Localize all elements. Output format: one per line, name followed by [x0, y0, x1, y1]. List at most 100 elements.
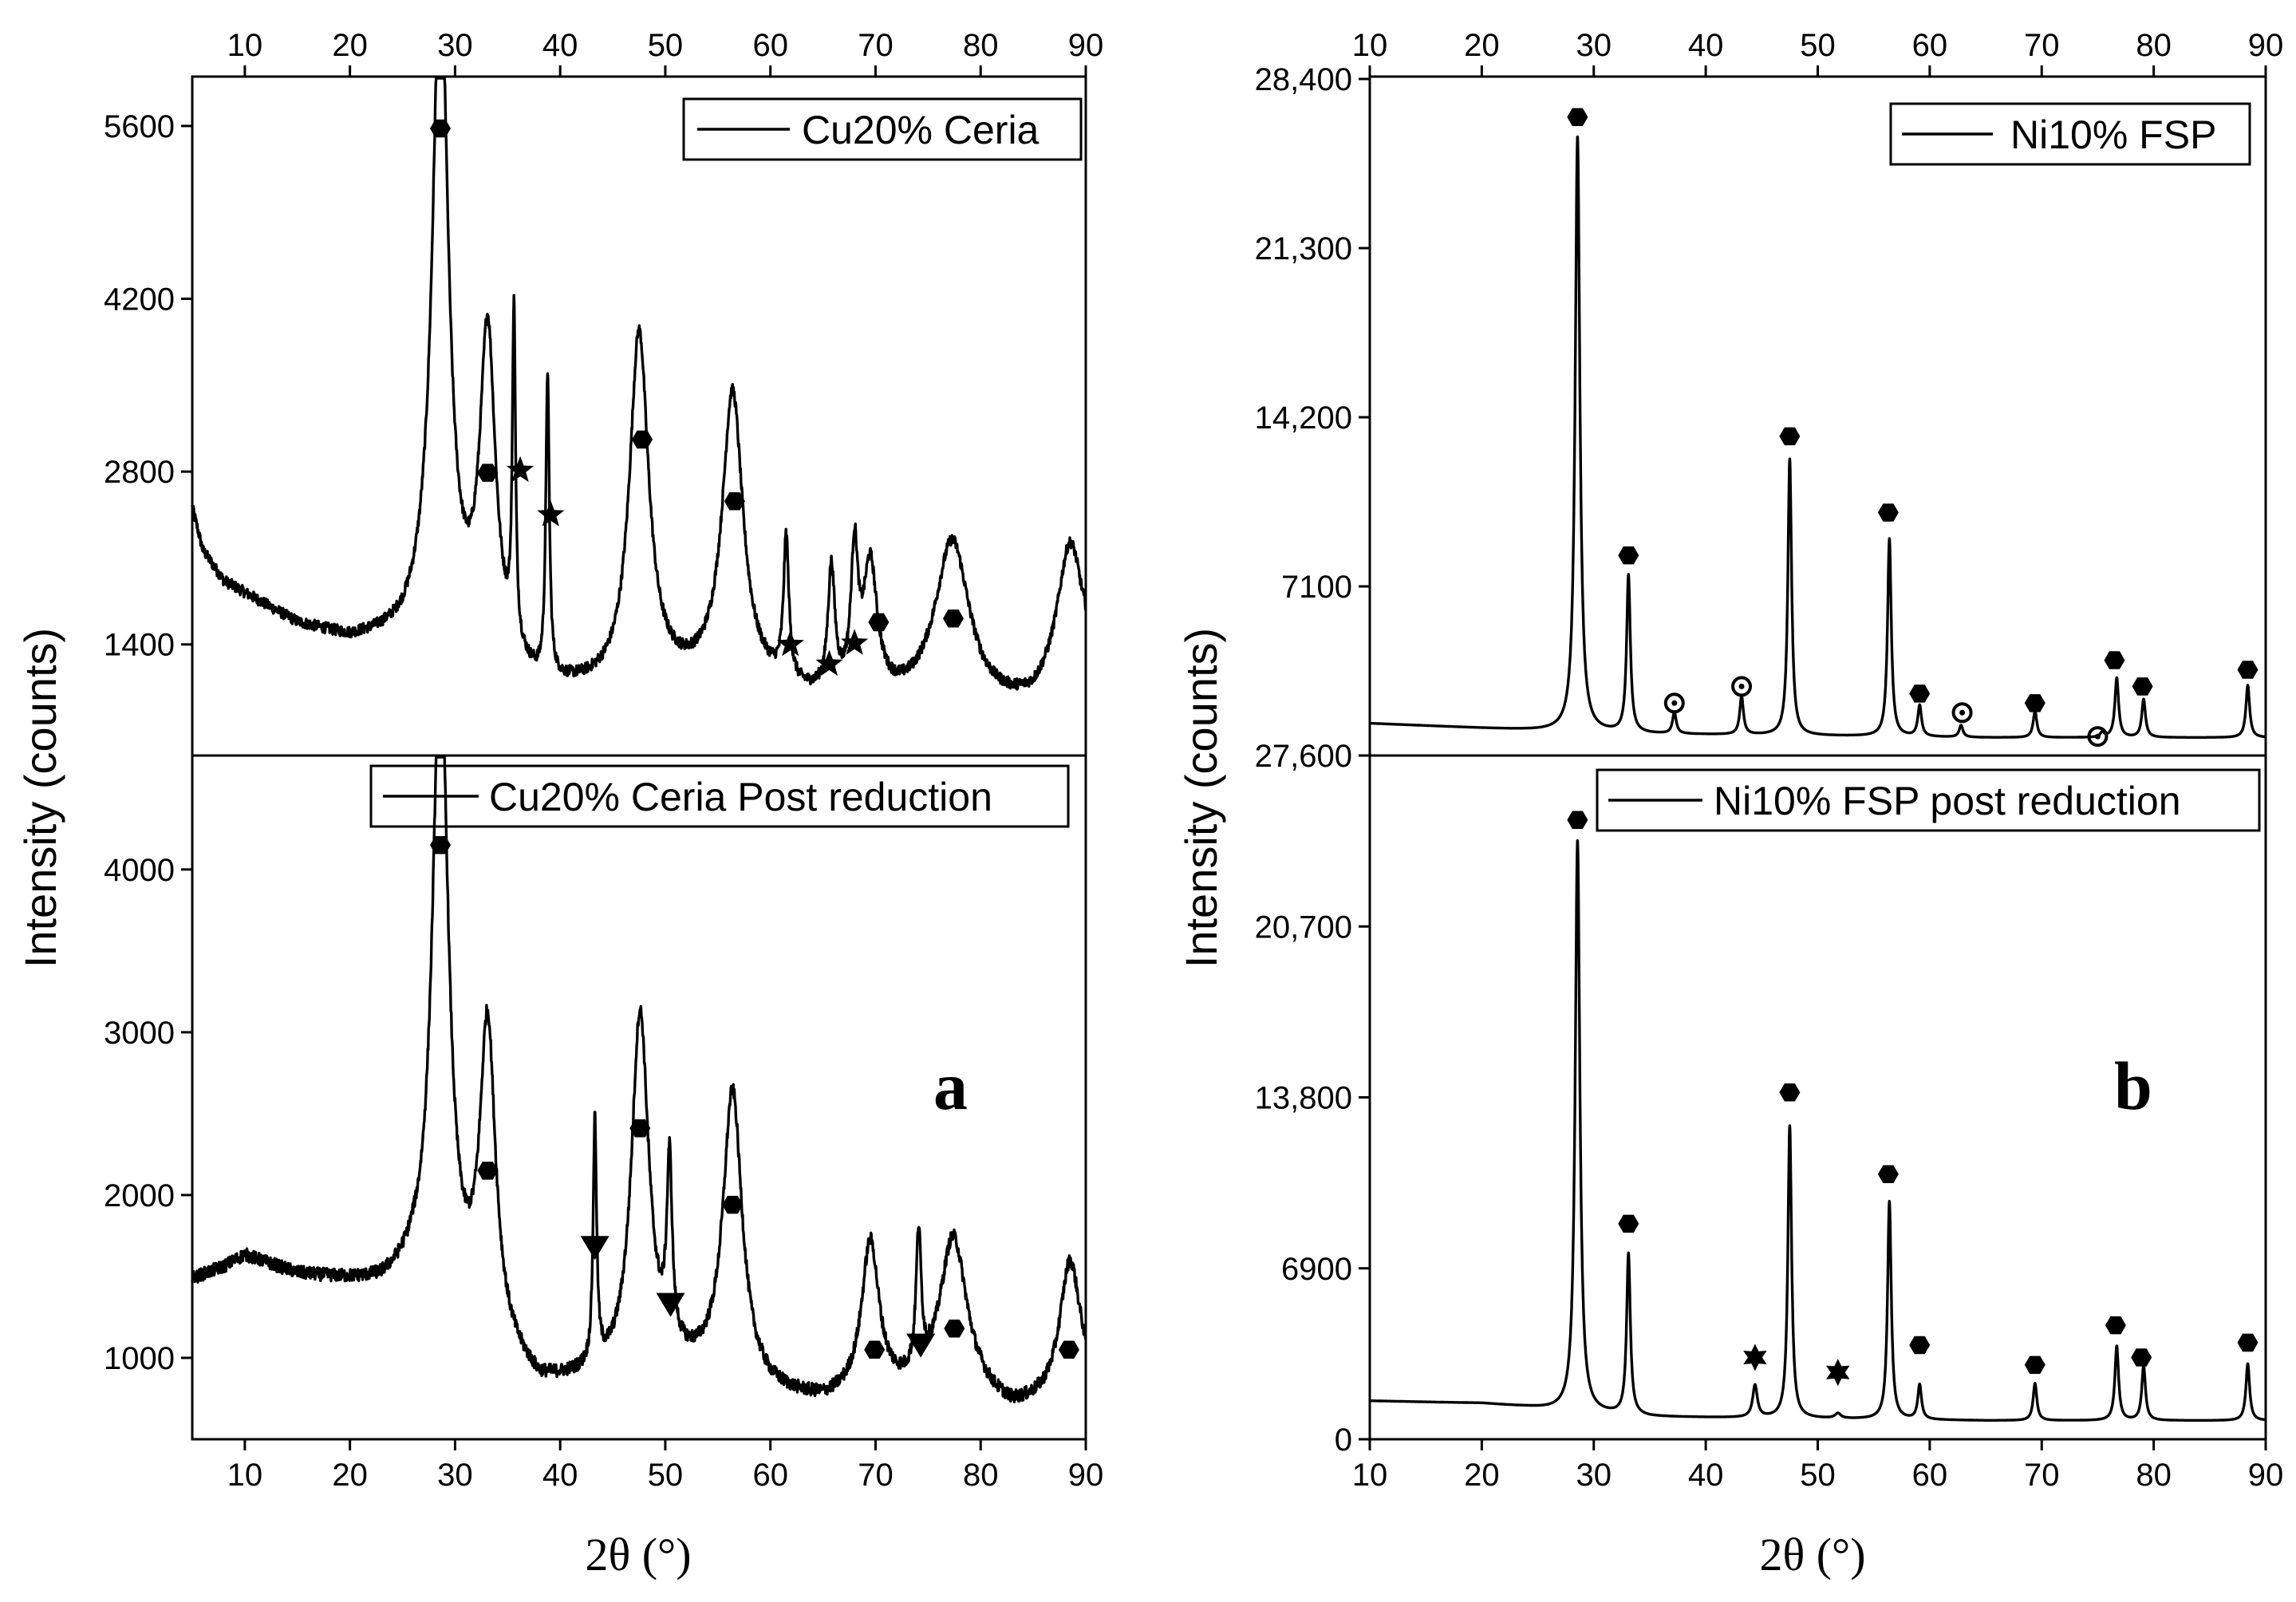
x-tick-label-top: 90	[1068, 28, 1104, 63]
x-tick-label: 40	[1688, 1458, 1724, 1493]
x-tick-label: 80	[2136, 1458, 2172, 1493]
hexagon-marker	[477, 464, 499, 482]
triangle-marker	[656, 1292, 685, 1317]
legend-box	[1596, 768, 2261, 832]
panel-a-bottom-legend: Cu20% Ceria Post reduction	[369, 764, 1070, 828]
hexagon-marker	[632, 430, 653, 449]
hexagon-marker	[477, 1162, 499, 1180]
x-tick-label-top: 30	[1576, 28, 1612, 63]
triangle-marker	[906, 1333, 936, 1358]
x-tick-label: 50	[648, 1458, 684, 1493]
hexagon-marker	[724, 492, 745, 511]
x-tick-label: 10	[1352, 1458, 1388, 1493]
y-tick-label: 13,800	[1255, 1081, 1352, 1116]
star-marker	[537, 500, 565, 527]
y-tick-label: 21,300	[1255, 231, 1352, 266]
panel-a-axes: 1400 2800 4200 5600 1000 2000 3000 4000 10 10 20 20…	[104, 28, 1103, 1493]
panel-b-top-plot	[1368, 108, 2267, 748]
hexagon-marker	[1058, 1340, 1079, 1359]
triangle-marker	[580, 1236, 610, 1261]
star6-marker	[1743, 1344, 1767, 1371]
hexagon-marker	[1877, 503, 1899, 522]
hexagon-marker	[1779, 1083, 1801, 1102]
hexagon-marker	[864, 1340, 886, 1359]
x-tick-label: 70	[858, 1458, 894, 1493]
x-tick-label: 30	[437, 1458, 473, 1493]
panel-b-top-legend: Ni10% FSP	[1889, 102, 2251, 166]
x-tick-label: 60	[752, 1458, 788, 1493]
hexagon-marker	[430, 836, 451, 854]
x-tick-label: 50	[1800, 1458, 1836, 1493]
x-tick-label-top: 50	[1800, 28, 1836, 63]
y-tick-label: 20,700	[1255, 910, 1352, 945]
hexagon-marker	[944, 1320, 965, 1338]
hexagon-marker	[2237, 1333, 2259, 1352]
star-marker	[841, 629, 869, 655]
xrd-pattern-line	[191, 756, 1087, 1403]
y-tick-label: 3000	[104, 1016, 175, 1051]
y-tick-label: 1400	[104, 628, 175, 663]
x-tick-label-top: 40	[1688, 28, 1724, 63]
hexagon-marker	[2105, 1316, 2126, 1335]
hexagon-marker	[1618, 1214, 1639, 1233]
y-tick-label: 5600	[104, 109, 175, 144]
x-tick-label-top: 60	[1912, 28, 1948, 63]
panel-a-top-legend: Cu20% Ceria	[682, 97, 1083, 161]
legend-label: Cu20% Ceria Post reduction	[489, 775, 992, 819]
x-tick-label: 10	[227, 1458, 263, 1493]
hexagon-marker	[1779, 427, 1801, 446]
x-tick-label-top: 70	[858, 28, 894, 63]
x-tick-label: 20	[332, 1458, 368, 1493]
hexagon-marker	[2104, 651, 2125, 669]
y-tick-label: 14,200	[1255, 400, 1352, 436]
x-tick-label: 90	[2248, 1458, 2284, 1493]
legend-label: Ni10% FSP	[2010, 112, 2216, 157]
y-tick-label: 28,400	[1255, 62, 1352, 97]
xrd-pattern-line	[1368, 135, 2267, 739]
circle-dot-marker	[1951, 702, 1973, 724]
legend-box	[682, 97, 1083, 161]
x-tick-label: 60	[1912, 1458, 1948, 1493]
hexagon-marker	[868, 613, 890, 632]
star6-marker	[1826, 1359, 1850, 1387]
hexagon-marker	[1909, 1336, 1931, 1355]
panel-a-top-plot	[191, 77, 1087, 691]
panel-b-y-axis-title: Intensity (counts)	[1176, 628, 1226, 968]
star-marker	[776, 629, 804, 657]
x-tick-label-top: 30	[437, 28, 473, 63]
x-tick-label-top: 90	[2248, 28, 2284, 63]
circle-dot-marker	[1663, 692, 1685, 714]
panel-a-bottom-plot	[191, 756, 1087, 1403]
legend-box	[369, 764, 1070, 828]
panel-b-x-axis-title: 2θ (°)	[1759, 1529, 1865, 1580]
hexagon-marker	[430, 119, 451, 138]
hexagon-marker	[2132, 677, 2153, 696]
x-tick-label: 90	[1068, 1458, 1104, 1493]
x-tick-label-top: 10	[1352, 28, 1388, 63]
x-tick-label: 70	[2024, 1458, 2060, 1493]
x-tick-label: 30	[1576, 1458, 1612, 1493]
y-tick-label: 4000	[104, 853, 175, 888]
circle-dot-marker	[2087, 726, 2109, 748]
x-tick-label-top: 80	[963, 28, 999, 63]
x-tick-label-top: 20	[332, 28, 368, 63]
y-tick-label: 2000	[104, 1178, 175, 1213]
hexagon-marker	[2131, 1348, 2152, 1367]
y-tick-label: 2800	[104, 455, 175, 490]
y-tick-label: 27,600	[1255, 739, 1352, 774]
x-tick-label: 80	[963, 1458, 999, 1493]
y-tick-label: 1000	[104, 1341, 175, 1376]
panel-a: 1400 2800 4200 5600 1000 2000 3000 4000 10 10 20 20…	[15, 28, 1103, 1580]
x-tick-label-top: 20	[1464, 28, 1500, 63]
hexagon-marker	[2237, 661, 2259, 679]
y-tick-label: 6900	[1281, 1252, 1352, 1287]
circle-dot-marker	[1731, 676, 1753, 697]
xrd-pattern-line	[1368, 839, 2267, 1422]
x-tick-label-top: 60	[752, 28, 788, 63]
legend-label: Cu20% Ceria	[802, 108, 1040, 152]
legend-box	[1889, 102, 2251, 166]
hexagon-marker	[2024, 1355, 2045, 1375]
x-tick-label-top: 40	[542, 28, 578, 63]
x-tick-label: 40	[542, 1458, 578, 1493]
